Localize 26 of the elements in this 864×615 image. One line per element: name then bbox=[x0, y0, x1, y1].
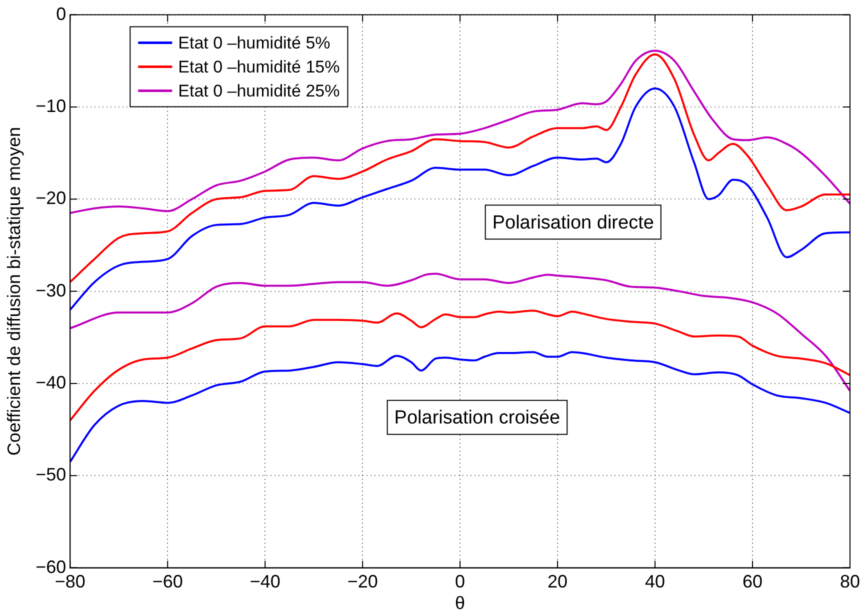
line-series bbox=[70, 53, 850, 284]
y-tick-label: −10 bbox=[36, 96, 66, 116]
x-tick-label: −60 bbox=[152, 572, 183, 592]
annotation: Polarisation directe bbox=[492, 212, 654, 234]
legend-label: Etat 0 –humidité 5% bbox=[178, 33, 330, 52]
y-tick-label: −40 bbox=[36, 372, 66, 392]
x-tick-label: 60 bbox=[742, 572, 763, 592]
y-tick-label: 0 bbox=[56, 4, 66, 24]
y-tick-label: −50 bbox=[36, 464, 66, 485]
line-series bbox=[70, 351, 850, 463]
line-series bbox=[70, 272, 850, 392]
x-tick-label: −20 bbox=[347, 572, 378, 592]
legend-label: Etat 0 –humidité 25% bbox=[178, 81, 340, 100]
legend-label: Etat 0 –humidité 15% bbox=[178, 57, 340, 76]
y-axis-title: Coefficient de diffusion bi-statique moyen bbox=[4, 127, 24, 456]
x-tick-label: 80 bbox=[840, 572, 860, 592]
x-tick-label: 20 bbox=[548, 572, 568, 592]
x-tick-label: 40 bbox=[645, 572, 666, 592]
y-tick-label: −30 bbox=[36, 280, 66, 300]
y-tick-label: −60 bbox=[36, 556, 66, 577]
x-axis-title: θ bbox=[455, 593, 466, 614]
line-series bbox=[70, 50, 850, 214]
x-tick-label: −40 bbox=[250, 572, 280, 592]
annotation: Polarisation croisée bbox=[394, 408, 560, 429]
y-tick-label: −20 bbox=[36, 188, 66, 208]
x-tick-label: 0 bbox=[455, 572, 466, 592]
